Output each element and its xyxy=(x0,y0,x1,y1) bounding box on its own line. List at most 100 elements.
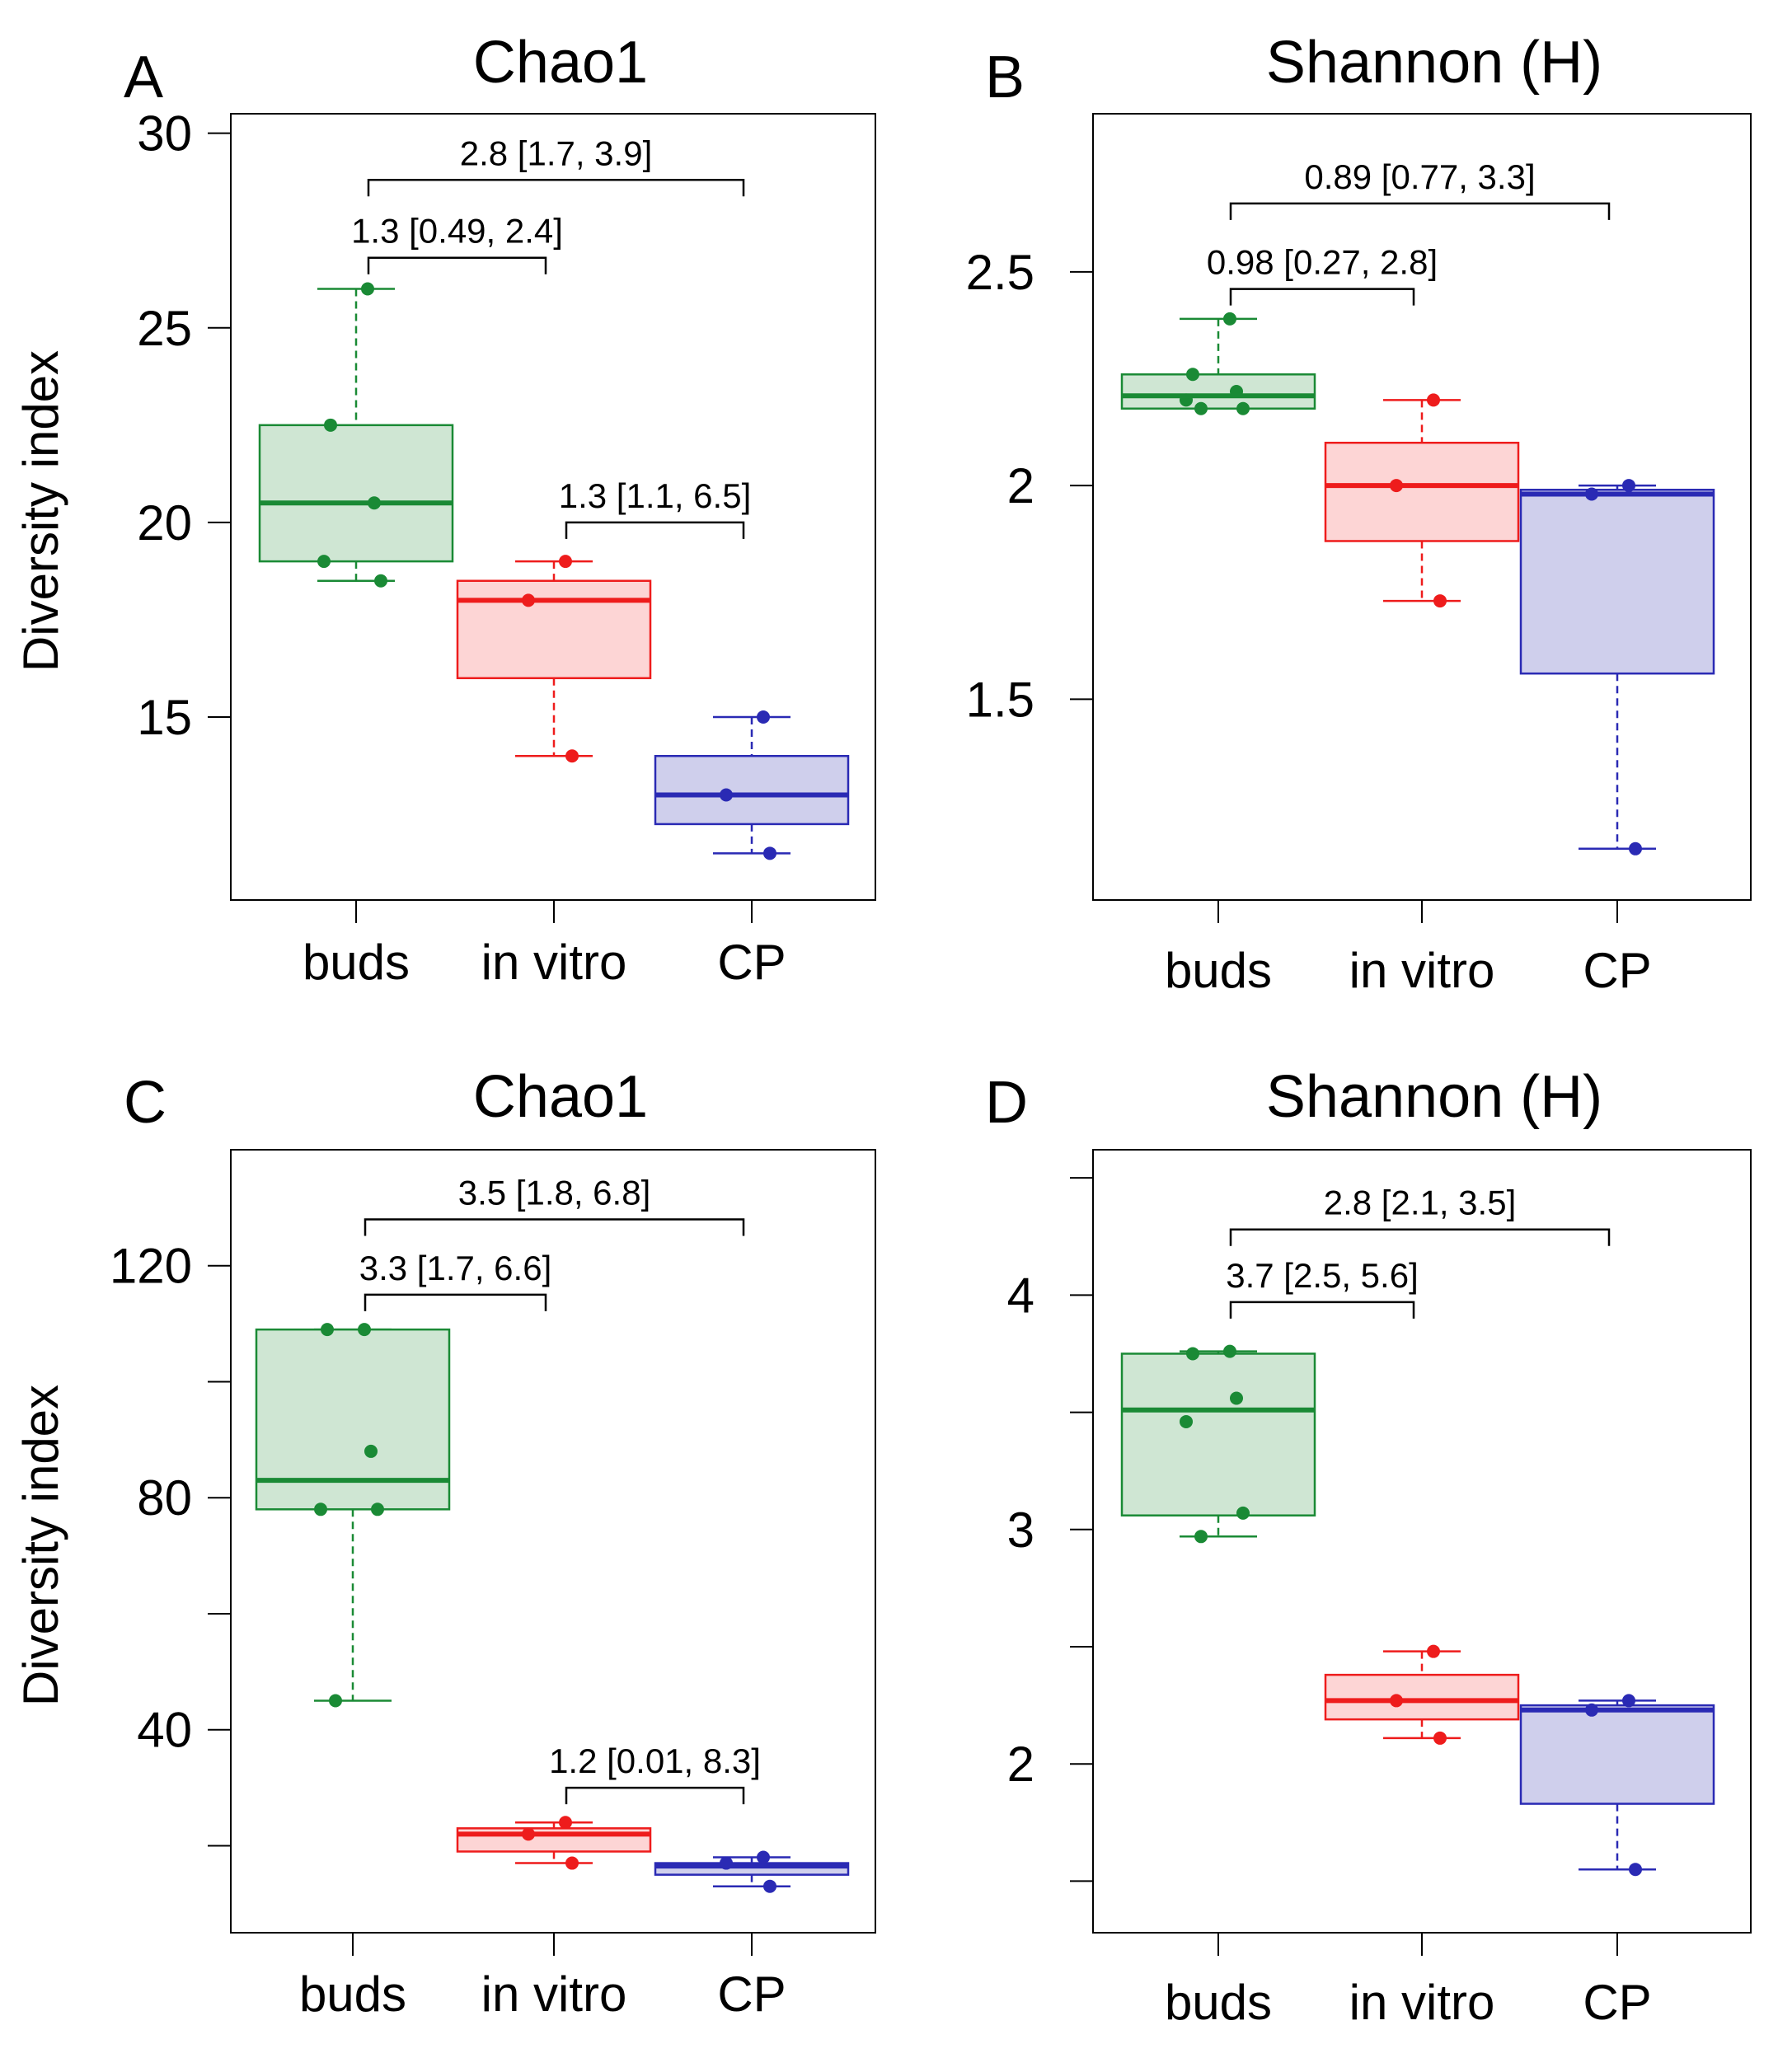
y-tick-label: 1.5 xyxy=(966,672,1034,727)
panel-letter: A xyxy=(124,45,163,110)
panel-title: Shannon (H) xyxy=(1266,1064,1602,1130)
box-CP xyxy=(1519,1694,1715,1877)
y-tick-label: 3 xyxy=(1007,1502,1034,1558)
x-tick-label: CP xyxy=(717,935,786,990)
bracket-line xyxy=(367,256,547,274)
data-point xyxy=(1585,1703,1598,1717)
data-point xyxy=(763,846,776,860)
x-tick-label: CP xyxy=(717,1967,786,2022)
box-rect xyxy=(1519,489,1715,675)
comparison-bracket: 3.7 [2.5, 5.6] xyxy=(1226,1256,1419,1319)
data-point xyxy=(522,593,535,607)
y-tick-label: 2 xyxy=(1007,1737,1034,1792)
bracket-line xyxy=(1229,202,1611,220)
panel-title: Chao1 xyxy=(473,30,648,96)
panel-title: Shannon (H) xyxy=(1266,30,1602,96)
data-point xyxy=(720,1856,733,1870)
data-point xyxy=(763,1879,776,1893)
x-tick-label: in vitro xyxy=(481,935,627,990)
box-in-vitro xyxy=(1324,393,1520,608)
panel-b: B Shannon (H) 1.5 2 2.5 buds in vitro CP 0.89 [0… xyxy=(966,30,1752,998)
y-tick-label: 4 xyxy=(1007,1268,1034,1323)
data-point xyxy=(358,1323,371,1337)
data-point xyxy=(1629,841,1642,856)
data-point xyxy=(1223,312,1236,326)
data-point xyxy=(559,1816,572,1830)
y-axis-label: Diversity index xyxy=(13,1385,68,1706)
data-point xyxy=(321,1323,334,1337)
box-rect xyxy=(1324,1673,1520,1721)
box-buds xyxy=(1120,312,1316,415)
box-rect xyxy=(1519,1704,1715,1805)
data-point xyxy=(757,1850,770,1864)
data-point xyxy=(1230,1391,1243,1405)
box-CP xyxy=(654,710,850,860)
y-tick-label: 80 xyxy=(137,1470,192,1526)
x-tick-label: in vitro xyxy=(1349,943,1495,998)
data-point xyxy=(1390,1694,1403,1708)
comparison-bracket: 3.3 [1.7, 6.6] xyxy=(359,1249,552,1311)
comparison-label: 1.3 [0.49, 2.4] xyxy=(351,212,563,251)
data-point xyxy=(1223,1344,1236,1358)
data-point xyxy=(364,1444,378,1458)
x-tick-label: buds xyxy=(1165,1975,1272,2030)
comparison-label: 3.5 [1.8, 6.8] xyxy=(458,1173,651,1212)
data-point xyxy=(522,1827,535,1841)
panel-title: Chao1 xyxy=(473,1064,648,1130)
x-tick-label: buds xyxy=(1165,943,1272,998)
box-in-vitro xyxy=(456,555,652,763)
panel-d: D Shannon (H) 2 3 4 buds in vitro CP 2.8 [2.1, 3… xyxy=(985,1064,1752,2030)
data-point xyxy=(317,555,331,569)
comparison-bracket: 1.2 [0.01, 8.3] xyxy=(549,1742,761,1805)
data-point xyxy=(565,749,579,763)
box-buds xyxy=(258,282,454,588)
bracket-line xyxy=(367,179,745,197)
data-point xyxy=(324,418,337,432)
data-point xyxy=(1427,1644,1440,1658)
y-tick-label: 2.5 xyxy=(966,245,1034,300)
comparison-label: 1.2 [0.01, 8.3] xyxy=(549,1742,761,1780)
x-tick-label: CP xyxy=(1583,943,1651,998)
data-point xyxy=(1622,1694,1635,1708)
comparison-label: 3.3 [1.7, 6.6] xyxy=(359,1249,552,1287)
bracket-line xyxy=(1229,1301,1415,1319)
bracket-line xyxy=(565,1786,745,1805)
y-axis-label: Diversity index xyxy=(13,350,68,672)
panel-c: C Chao1 Diversity index 40 80 120 buds in vitro… xyxy=(13,1064,876,2022)
data-point xyxy=(1585,487,1598,501)
comparison-bracket: 0.98 [0.27, 2.8] xyxy=(1207,243,1438,306)
y-tick-label: 20 xyxy=(137,495,192,551)
box-rect xyxy=(654,755,850,826)
data-point xyxy=(1230,385,1243,399)
comparison-label: 1.3 [1.1, 6.5] xyxy=(559,476,752,515)
bracket-line xyxy=(565,521,745,539)
data-point xyxy=(1427,393,1440,407)
data-point xyxy=(1433,1731,1447,1745)
data-point xyxy=(1433,594,1447,608)
comparison-bracket: 2.8 [2.1, 3.5] xyxy=(1229,1184,1611,1246)
data-point xyxy=(361,282,374,296)
panel-a: A Chao1 Diversity index 15 20 25 30 buds in vitr… xyxy=(13,30,876,990)
data-point xyxy=(1236,1506,1250,1520)
y-tick-label: 40 xyxy=(137,1703,192,1758)
data-point xyxy=(374,574,387,588)
x-tick-label: buds xyxy=(299,1967,406,2022)
box-CP xyxy=(1519,479,1715,856)
data-point xyxy=(1186,1347,1199,1361)
data-point xyxy=(1629,1863,1642,1877)
comparison-bracket: 0.89 [0.77, 3.3] xyxy=(1229,157,1611,220)
data-point xyxy=(1186,368,1199,382)
x-tick-label: in vitro xyxy=(1349,1975,1495,2030)
data-point xyxy=(1194,401,1208,415)
box-rect xyxy=(1324,441,1520,542)
x-tick-label: buds xyxy=(303,935,410,990)
bracket-line xyxy=(364,1293,547,1311)
box-in-vitro xyxy=(1324,1644,1520,1745)
box-CP xyxy=(654,1850,850,1893)
data-point xyxy=(565,1856,579,1870)
bracket-line xyxy=(364,1218,745,1236)
y-tick-label: 2 xyxy=(1007,458,1034,513)
data-point xyxy=(720,788,733,802)
x-tick-label: CP xyxy=(1583,1975,1651,2030)
